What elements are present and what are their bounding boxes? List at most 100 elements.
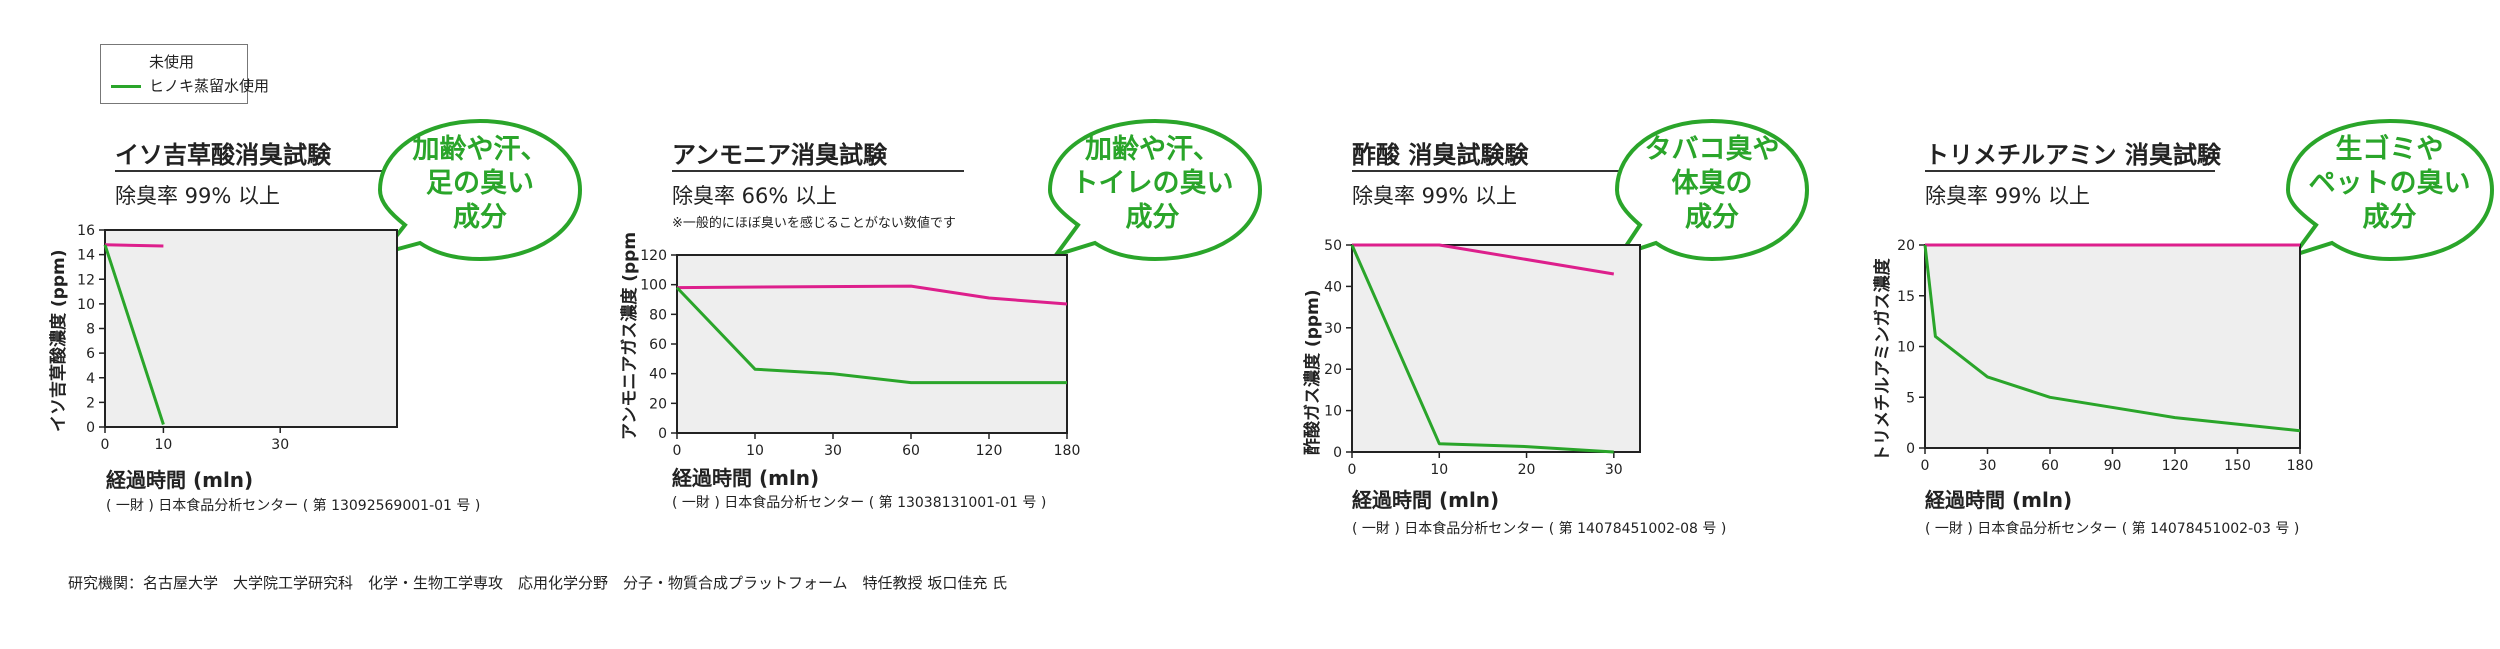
- bubble-line-2: ペットの臭い: [2308, 168, 2471, 199]
- x-tick-label: 150: [2224, 458, 2251, 474]
- y-axis-label: トリメチルアミンガス濃度: [1873, 258, 1893, 462]
- bubble-line-1: 生ゴミや: [2335, 134, 2444, 165]
- title-rule: [115, 170, 395, 172]
- y-tick-label: 40: [1324, 279, 1342, 295]
- x-tick-label: 30: [271, 437, 289, 453]
- y-tick-label: 5: [1906, 390, 1915, 406]
- x-tick-label: 120: [2162, 458, 2189, 474]
- chart-plot-area: 0 2 4 6 8 10 12 14 16 0 10 30: [77, 223, 398, 453]
- y-tick-label: 100: [640, 278, 667, 294]
- x-axis-label: 経過時間 (mln): [672, 466, 820, 490]
- series-line-treated: [1350, 244, 1614, 454]
- x-tick-label: 20: [1518, 462, 1536, 478]
- title-rule: [672, 170, 964, 172]
- series-line-treated: [675, 286, 1067, 385]
- speech-bubble: 加齢や汗、 トイレの臭い 成分: [1040, 115, 1265, 265]
- y-tick-label: 0: [1333, 445, 1342, 461]
- x-tick-label: 60: [2041, 458, 2059, 474]
- y-tick-label: 60: [649, 337, 667, 353]
- y-tick-label: 30: [1324, 321, 1342, 337]
- bubble-line-3: 成分: [2362, 202, 2417, 233]
- bubble-line-1: 加齢や汗、: [1085, 134, 1220, 165]
- bubble-line-1: タバコ臭や: [1644, 134, 1780, 165]
- note-text: ※一般的にほぼ臭いを感じることがない数値です: [672, 216, 956, 231]
- x-tick-label: 180: [2287, 458, 2314, 474]
- y-tick-label: 10: [77, 297, 95, 313]
- panel-isovaleric: イソ吉草酸消臭試験 除臭率 99% 以上: [115, 0, 615, 560]
- x-tick-label: 30: [1605, 462, 1623, 478]
- x-tick-label: 180: [1054, 443, 1081, 459]
- panel-title: 酢酸 消臭試験験: [1352, 141, 1529, 169]
- bubble-line-3: 成分: [1125, 202, 1180, 233]
- chart-plot-area: 0 5 10 15 20 0 30 60 90 120 150 180: [1897, 238, 2313, 474]
- panel-acetic: 酢酸 消臭試験験 除臭率 99% 以上: [1352, 0, 1852, 560]
- bubble-line-3: 成分: [453, 202, 507, 233]
- source-citation: ( 一財 ) 日本食品分析センター ( 第 13038131001-01 号 ): [672, 495, 1047, 511]
- bubble-line-1: 加齢や汗、: [412, 134, 548, 165]
- plot-background: [676, 254, 1068, 434]
- speech-bubble-shape: [1047, 118, 1263, 262]
- y-tick-label: 120: [640, 248, 667, 264]
- y-tick-label: 0: [658, 426, 667, 442]
- speech-bubble: 生ゴミや ペットの臭い 成分: [2282, 115, 2497, 265]
- panel-title: イソ吉草酸消臭試験: [115, 141, 331, 169]
- deodorization-rate: 除臭率 99% 以上: [115, 184, 281, 208]
- series-line-treated: [1923, 244, 2301, 433]
- x-tick-label: 90: [2104, 458, 2122, 474]
- bubble-line-2: 体臭の: [1671, 168, 1753, 199]
- panel-title: アンモニア消臭試験: [672, 141, 888, 169]
- x-tick-label: 0: [673, 443, 682, 459]
- bubble-line-3: 成分: [1685, 202, 1739, 233]
- source-citation: ( 一財 ) 日本食品分析センター ( 第 13092569001-01 号 ): [106, 498, 481, 514]
- y-tick-label: 40: [649, 367, 667, 383]
- x-tick-label: 10: [154, 437, 172, 453]
- x-axis-label: 経過時間 (mln): [1352, 488, 1500, 512]
- y-tick-label: 10: [1324, 404, 1342, 420]
- x-axis-label: 経過時間 (mln): [106, 468, 254, 492]
- speech-bubble: 加齢や汗、 足の臭い 成分: [375, 115, 585, 265]
- deodorization-rate: 除臭率 99% 以上: [1925, 184, 2091, 208]
- y-tick-label: 80: [649, 307, 667, 323]
- speech-bubble-shape: [1614, 118, 1810, 262]
- title-rule: [1925, 170, 2215, 172]
- x-tick-label: 60: [902, 443, 920, 459]
- deodorization-rate: 除臭率 66% 以上: [672, 184, 838, 208]
- research-institution: 研究機関：名古屋大学 大学院工学研究科 化学・生物工学専攻 応用化学分野 分子・…: [68, 574, 1008, 592]
- y-tick-label: 2: [86, 395, 95, 411]
- y-tick-label: 20: [1324, 362, 1342, 378]
- chart-legend: 未使用 ヒノキ蒸留水使用: [100, 44, 269, 104]
- series-line-treated: [103, 244, 165, 425]
- source-citation: ( 一財 ) 日本食品分析センター ( 第 14078451002-08 号 ): [1352, 521, 1727, 537]
- y-tick-label: 6: [86, 346, 95, 362]
- bubble-line-2: トイレの臭い: [1071, 168, 1234, 199]
- y-tick-label: 20: [1897, 238, 1915, 254]
- speech-bubble-shape: [377, 118, 583, 262]
- x-axis-label: 経過時間 (mln): [1925, 488, 2073, 512]
- y-tick-label: 12: [77, 272, 95, 288]
- speech-bubble-shape: [2285, 118, 2495, 262]
- x-tick-label: 120: [976, 443, 1003, 459]
- series-line-untreated: [1352, 243, 1615, 276]
- y-tick-label: 10: [1897, 340, 1915, 356]
- x-tick-label: 10: [1430, 462, 1448, 478]
- panel-ammonia: アンモニア消臭試験 除臭率 66% 以上 ※一般的にほぼ臭いを感じることがない数…: [672, 0, 1172, 560]
- legend-label: 未使用: [149, 53, 195, 71]
- y-tick-label: 8: [86, 322, 95, 338]
- y-tick-label: 0: [86, 420, 95, 436]
- source-citation: ( 一財 ) 日本食品分析センター ( 第 14078451002-03 号 ): [1925, 521, 2300, 537]
- x-tick-label: 10: [746, 443, 764, 459]
- x-tick-label: 30: [1979, 458, 1997, 474]
- plot-background: [1924, 244, 2301, 449]
- y-tick-label: 4: [86, 371, 95, 387]
- x-tick-label: 0: [101, 437, 110, 453]
- y-tick-label: 14: [77, 248, 95, 264]
- speech-bubble: タバコ臭や 体臭の 成分: [1612, 115, 1812, 265]
- y-tick-label: 15: [1897, 289, 1915, 305]
- chart-plot-area: 0 10 20 30 40 50 0 10 20 30: [1324, 238, 1641, 478]
- y-tick-label: 0: [1906, 441, 1915, 457]
- legend-label: ヒノキ蒸留水使用: [149, 77, 270, 95]
